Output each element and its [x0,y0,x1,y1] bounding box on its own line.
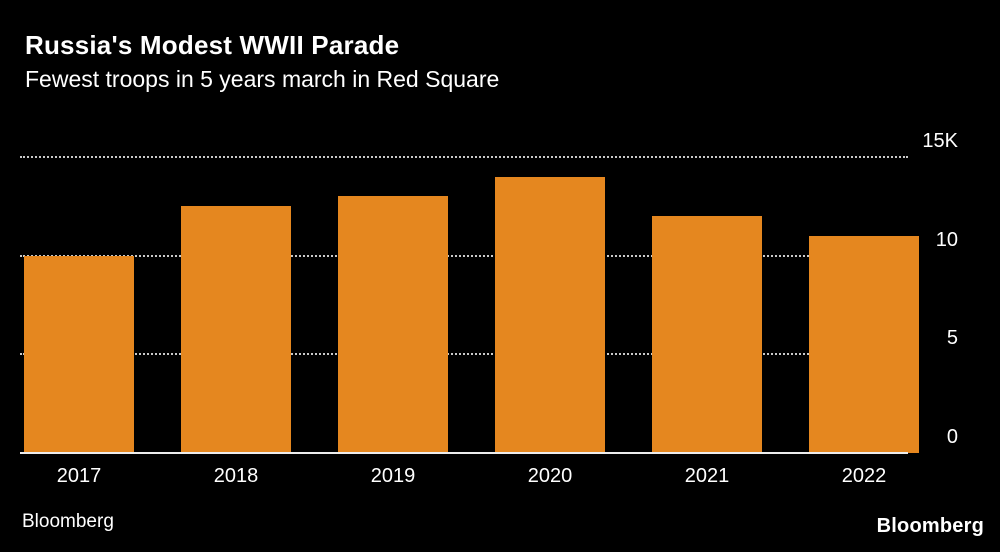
x-axis-tick-label-2018: 2018 [213,465,259,487]
y-axis-tick-label: 15K [922,130,958,152]
y-axis-tick-label: 0 [946,426,958,448]
bar-2020 [495,176,605,453]
chart-subtitle: Fewest troops in 5 years march in Red Sq… [25,66,500,92]
x-axis-tick-label-2020: 2020 [527,465,573,487]
y-axis-tick-label: 10 [935,228,958,251]
gridline [20,254,908,257]
x-axis-tick-label-2021: 2021 [684,465,730,487]
x-axis-tick-label-2019: 2019 [370,465,416,487]
y-axis-tick-label: 5 [946,327,958,350]
x-axis-tick-label-2017: 2017 [56,465,102,487]
bar-2018 [181,206,291,453]
chart-title: Russia's Modest WWII Parade [25,30,400,60]
bar-2022 [809,235,919,453]
x-axis-line [20,452,908,454]
gridline [20,353,908,356]
gridline [20,156,908,158]
bar-2019 [338,196,448,453]
source-label: Bloomberg [22,511,114,532]
x-axis-tick-label-2022: 2022 [841,465,887,487]
bar-2021 [652,216,762,453]
bar-2017 [24,255,134,453]
bloomberg-logo: Bloomberg [876,515,984,537]
